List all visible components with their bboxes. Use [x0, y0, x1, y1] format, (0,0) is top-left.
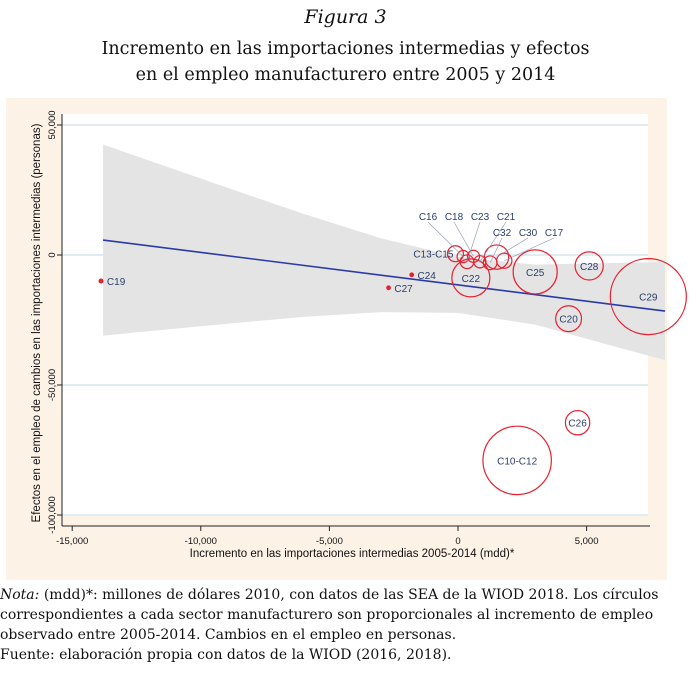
y-tick-label: 50,000 — [47, 110, 58, 139]
x-axis-label: Incremento en las importaciones intermed… — [190, 548, 515, 560]
point-label: C32 — [493, 228, 512, 239]
bubble-c17 — [496, 252, 513, 269]
figure-note: Nota: (mdd)*: millones de dólares 2010, … — [0, 585, 691, 665]
point-label: C30 — [519, 228, 538, 239]
point-label: C21 — [497, 212, 516, 223]
note-line-1: (mdd)*: millones de dólares 2010, con da… — [39, 587, 659, 603]
note-label: Nota: — [0, 587, 40, 603]
point-label: C17 — [545, 228, 564, 239]
bubble-c19 — [98, 278, 104, 284]
x-tick-label: 0 — [455, 536, 460, 547]
point-label: C27 — [394, 284, 413, 295]
bubble-c28 — [574, 251, 604, 281]
bubble-c10-c12 — [482, 425, 552, 496]
bubble-c30 — [483, 244, 510, 270]
bubble-c29 — [609, 258, 687, 336]
point-label: C13-C15 — [413, 250, 453, 261]
leader-line — [427, 221, 464, 257]
point-label: C28 — [580, 262, 599, 273]
figure-title: Incremento en las importaciones intermed… — [0, 36, 691, 88]
note-line-4: Fuente: elaboración propia con datos de … — [0, 647, 452, 663]
point-label: C19 — [107, 277, 126, 288]
bubble-c22 — [451, 258, 491, 298]
point-label: C22 — [462, 274, 481, 285]
bubble-c26 — [564, 409, 591, 436]
point-label: C20 — [559, 315, 578, 326]
point-label: C10-C12 — [497, 456, 537, 467]
note-line-2: correspondientes a cada sector manufactu… — [0, 607, 654, 623]
point-label: C25 — [526, 268, 545, 279]
x-tick-label: -5,000 — [316, 536, 343, 547]
bubble-c13-c15 — [446, 245, 465, 263]
y-axis-label: Efectos en el empleo de cambios en las i… — [31, 123, 43, 522]
figure-number: Figura 3 — [304, 6, 387, 28]
leader-line — [466, 221, 481, 262]
leader-line — [504, 237, 555, 261]
leader-line — [453, 221, 474, 257]
point-label: C29 — [639, 293, 658, 304]
confidence-band — [103, 144, 666, 361]
bubble-c24 — [409, 272, 415, 278]
note-line-3: observado entre 2005-2014. Cambios en el… — [0, 627, 457, 643]
point-label: C16 — [419, 212, 438, 223]
fit-line — [102, 239, 666, 312]
bubble-scatter-chart: C19 C13-C15 C16 C18 C23 C21 C32 C30 C17 C22 C24 C27… — [6, 98, 687, 580]
y-tick-label: -100,000 — [47, 496, 58, 534]
title-line-2: en el empleo manufacturero entre 2005 y … — [135, 65, 556, 85]
title-line-1: Incremento en las importaciones intermed… — [101, 39, 590, 59]
point-label: C18 — [445, 212, 464, 223]
point-label: C24 — [418, 271, 437, 282]
y-tick-label: -50,000 — [47, 369, 58, 401]
leader-line — [479, 221, 507, 262]
bubble-c27 — [386, 285, 391, 291]
leader-line — [489, 237, 503, 263]
point-label: C26 — [568, 419, 587, 430]
y-tick-label: 0 — [47, 252, 58, 257]
x-tick-label: -15,000 — [56, 536, 88, 547]
point-label: C23 — [471, 212, 490, 223]
leader-line — [496, 237, 529, 258]
x-tick-label: -10,000 — [185, 536, 217, 547]
x-tick-label: 5,000 — [575, 536, 599, 547]
bubble-c20 — [555, 305, 583, 333]
bubble-c25 — [512, 249, 558, 295]
bubble-c16 — [456, 249, 470, 264]
